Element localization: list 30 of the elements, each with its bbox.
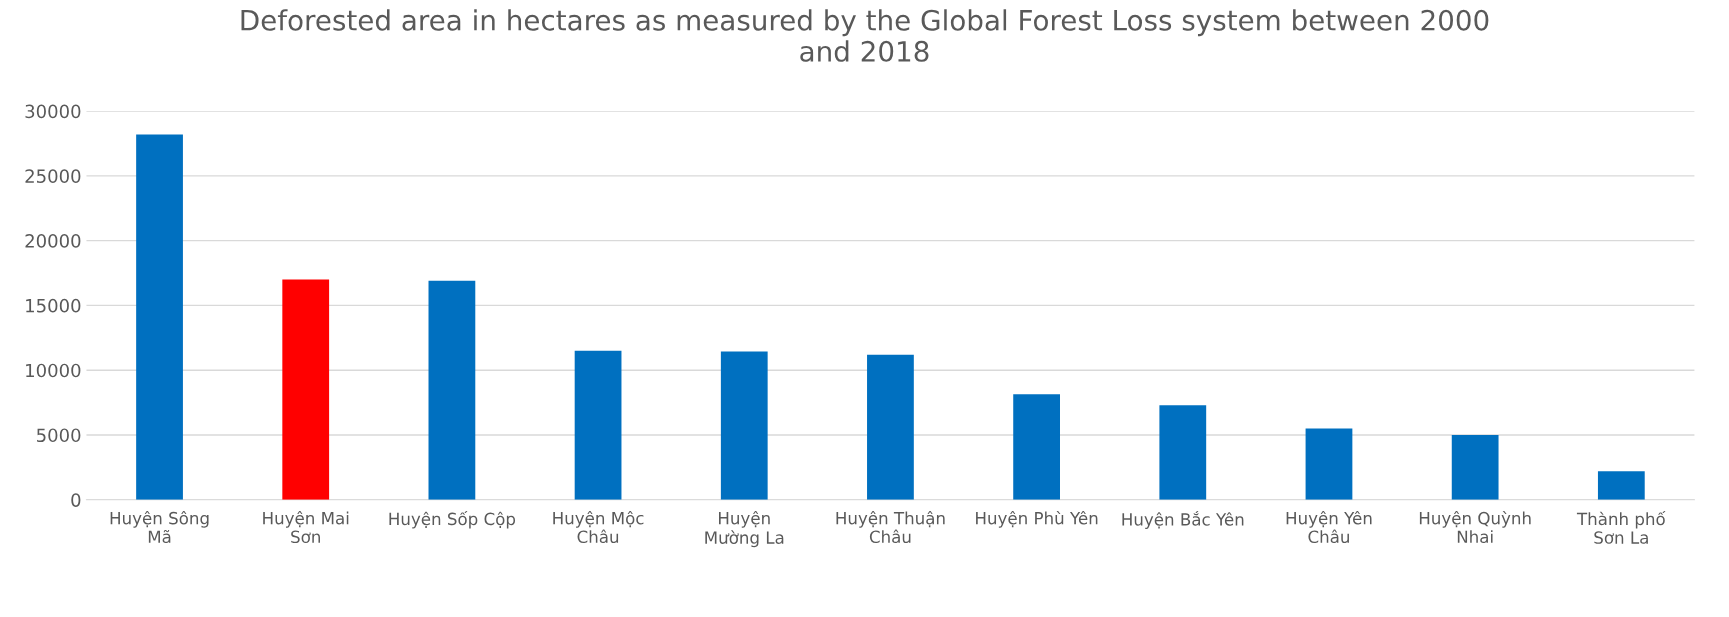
y-tick-label: 5000 <box>37 428 81 443</box>
x-tick-label: Huyện Quỳnh Nhai <box>1419 510 1531 544</box>
chart-title: Deforested area in hectares as measured by the Global Forest Loss system between 2000 and 2018 <box>241 9 1489 62</box>
bar <box>1305 428 1353 500</box>
y-tick-label: 0 <box>71 493 81 507</box>
bar <box>282 279 330 500</box>
x-tick-label: Huyện Sông Mã <box>110 510 209 544</box>
x-tick-label: Thành phố Sơn La <box>1576 510 1666 544</box>
x-tick-label: Huyện Yên Châu <box>1286 510 1372 544</box>
y-tick-label: 25000 <box>25 169 81 183</box>
x-tick-label: Huyện Phù Yên <box>976 510 1098 528</box>
bar <box>1451 434 1499 500</box>
x-tick-label: Huyện Sốp Cộp <box>389 510 516 529</box>
x-tick-label: Huyện Mộc Châu <box>553 510 644 544</box>
x-tick-label: Huyện Thuận Châu <box>836 510 945 544</box>
bar <box>720 351 768 500</box>
bar <box>1013 394 1060 500</box>
bar <box>1597 471 1645 500</box>
x-tick-label: Huyện Mai Sơn <box>263 510 349 544</box>
x-tick-label: Huyện Bắc Yên <box>1122 510 1244 529</box>
y-tick-label: 15000 <box>26 298 81 313</box>
bar <box>1159 405 1207 500</box>
y-tick-label: 10000 <box>26 363 81 378</box>
x-tick-label: Huyện Mường La <box>705 510 784 548</box>
bar <box>136 134 183 500</box>
bar <box>574 350 622 500</box>
y-tick-label: 20000 <box>25 234 81 248</box>
y-tick-label: 30000 <box>25 104 81 119</box>
bar <box>428 280 476 500</box>
bar <box>867 354 914 500</box>
